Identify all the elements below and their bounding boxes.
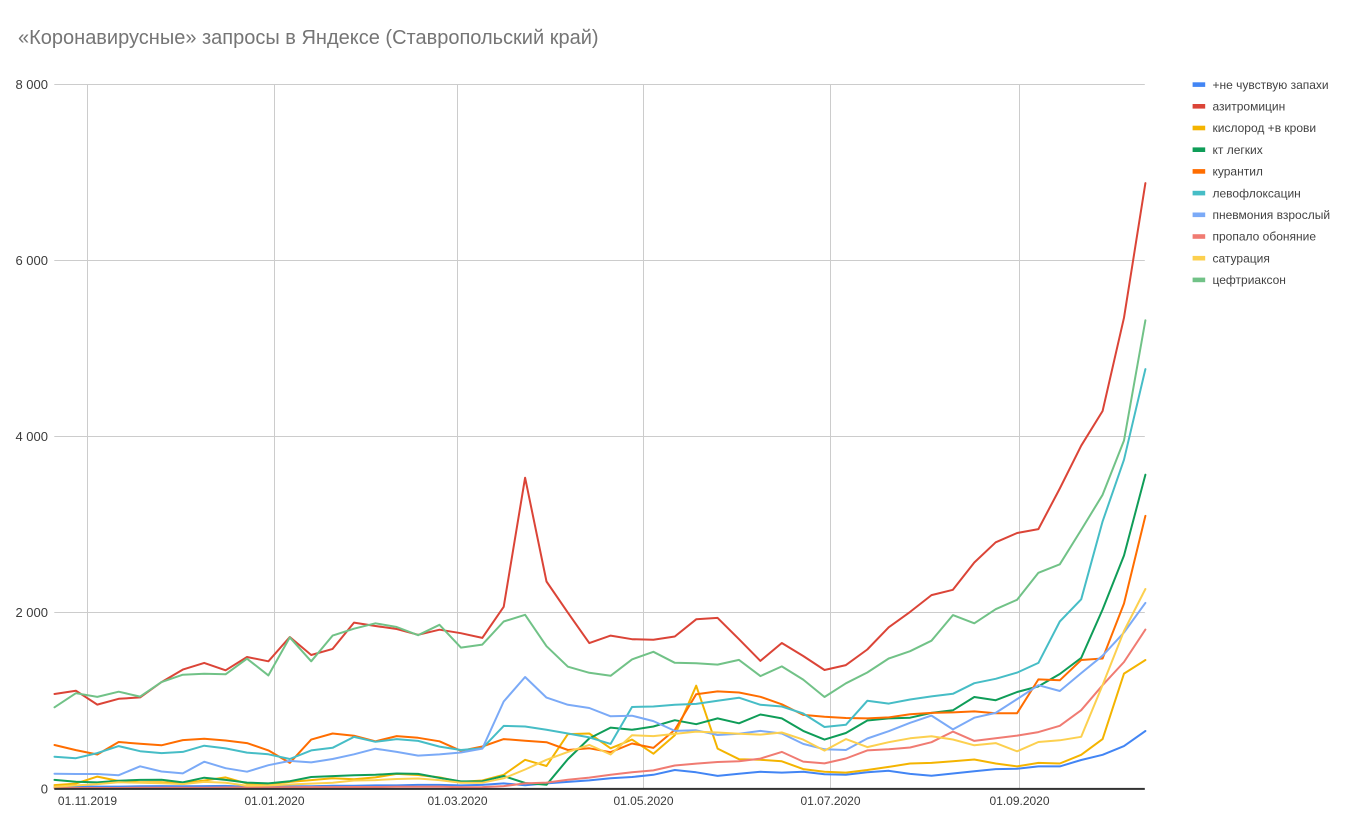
svg-text:0: 0 [41, 781, 48, 796]
svg-text:пропало обоняние: пропало обоняние [1213, 230, 1317, 244]
svg-text:курантил: курантил [1213, 165, 1263, 179]
svg-text:01.11.2019: 01.11.2019 [58, 794, 117, 808]
svg-text:01.05.2020: 01.05.2020 [613, 794, 673, 808]
svg-text:01.07.2020: 01.07.2020 [800, 794, 860, 808]
svg-text:+не чувствую запахи: +не чувствую запахи [1213, 78, 1329, 92]
svg-text:6 000: 6 000 [15, 253, 48, 268]
svg-text:4 000: 4 000 [15, 429, 48, 444]
svg-text:8 000: 8 000 [15, 77, 48, 92]
svg-text:2 000: 2 000 [15, 605, 48, 620]
svg-text:сатурация: сатурация [1213, 251, 1270, 265]
svg-text:«Коронавирусные» запросы в Янд: «Коронавирусные» запросы в Яндексе (Став… [18, 27, 599, 49]
svg-text:азитромицин: азитромицин [1213, 100, 1286, 114]
svg-text:левофлоксацин: левофлоксацин [1213, 186, 1301, 200]
svg-text:кислород +в крови: кислород +в крови [1213, 121, 1317, 135]
svg-text:пневмония взрослый: пневмония взрослый [1213, 208, 1331, 222]
svg-text:цефтриаксон: цефтриаксон [1213, 273, 1286, 287]
svg-text:01.09.2020: 01.09.2020 [989, 794, 1049, 808]
svg-text:01.01.2020: 01.01.2020 [244, 794, 304, 808]
svg-text:01.03.2020: 01.03.2020 [427, 794, 487, 808]
svg-text:кт легких: кт легких [1213, 143, 1263, 157]
